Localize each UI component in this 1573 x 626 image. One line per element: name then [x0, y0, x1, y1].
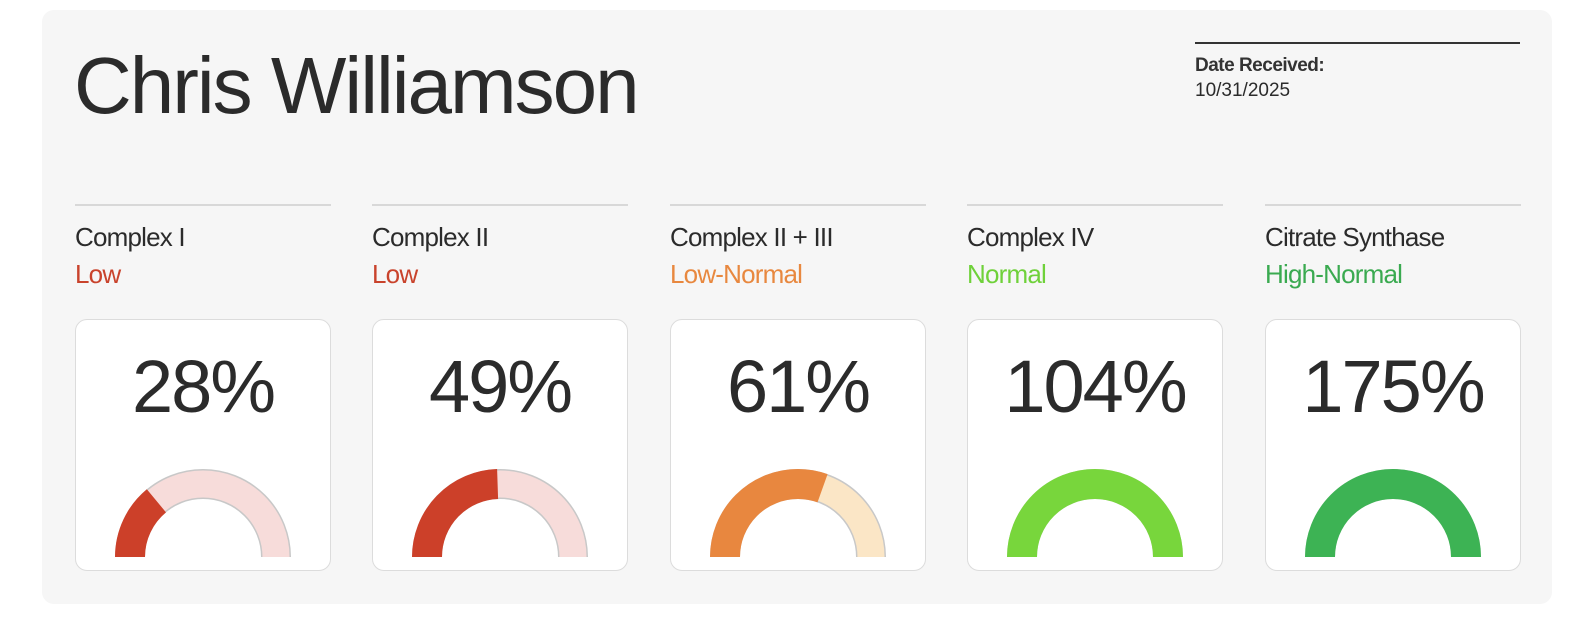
- gauge-fill: [115, 469, 291, 558]
- card-status: Normal: [967, 259, 1047, 289]
- metric-card: Complex I Low 28%: [75, 204, 331, 571]
- gauge-fill: [710, 469, 886, 558]
- gauge: [1305, 469, 1481, 558]
- gauge: [412, 469, 588, 558]
- gauge: [115, 469, 291, 558]
- gauge-fill: [412, 469, 588, 558]
- card-rule: [670, 204, 926, 206]
- percent-value: 61%: [726, 345, 871, 428]
- card-rule: [967, 204, 1223, 206]
- gauge-box: 61%: [670, 319, 926, 571]
- gauge-fill: [1007, 469, 1183, 558]
- percent-value: 175%: [1302, 345, 1485, 428]
- date-label: Date Received:: [1195, 55, 1325, 76]
- card-status: Low: [372, 259, 418, 289]
- percent-value: 28%: [131, 345, 276, 428]
- metric-card: Complex II + III Low-Normal 61%: [670, 204, 926, 571]
- date-block: Date Received: 10/31/2025: [1195, 42, 1520, 103]
- gauge-fill: [1305, 469, 1481, 558]
- card-rule: [372, 204, 628, 206]
- card-label: Complex II: [372, 222, 489, 252]
- gauge: [710, 469, 886, 558]
- card-rule: [1265, 204, 1521, 206]
- card-status: Low: [75, 259, 121, 289]
- metric-card: Complex II Low 49%: [372, 204, 628, 571]
- date-value: 10/31/2025: [1195, 80, 1291, 101]
- card-status: High-Normal: [1265, 259, 1403, 289]
- gauge-box: 28%: [75, 319, 331, 571]
- card-status: Low-Normal: [670, 259, 803, 289]
- card-label: Complex II + III: [670, 222, 834, 252]
- patient-name: Chris Williamson: [74, 41, 640, 130]
- gauge: [1007, 469, 1183, 558]
- card-label: Complex IV: [967, 222, 1094, 252]
- card-label: Complex I: [75, 222, 186, 252]
- metric-card: Complex IV Normal 104%: [967, 204, 1223, 571]
- metric-card: Citrate Synthase High-Normal 175%: [1265, 204, 1521, 571]
- percent-value: 49%: [428, 345, 573, 428]
- gauge-box: 175%: [1265, 319, 1521, 571]
- card-label: Citrate Synthase: [1265, 222, 1445, 252]
- gauge-box: 104%: [967, 319, 1223, 571]
- card-rule: [75, 204, 331, 206]
- percent-value: 104%: [1004, 345, 1187, 428]
- report-panel: Chris Williamson Date Received: 10/31/20…: [42, 10, 1552, 604]
- gauge-box: 49%: [372, 319, 628, 571]
